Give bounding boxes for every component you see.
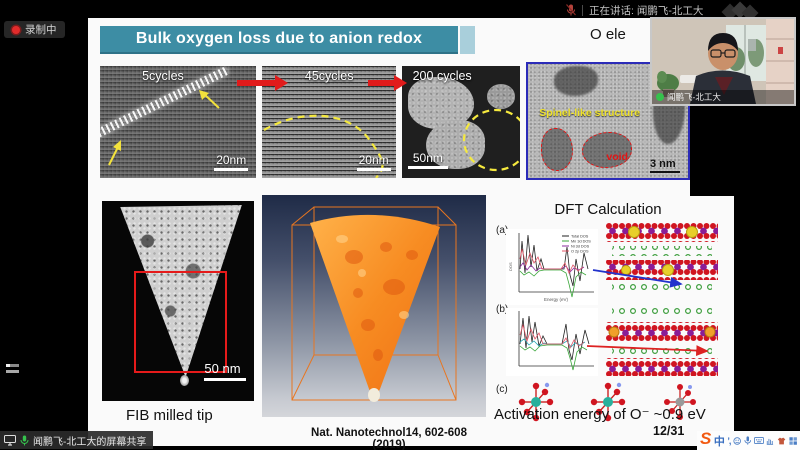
yellow-arrow-icon — [107, 140, 121, 166]
slide-page-number: 12/31 — [653, 424, 685, 438]
legend-mn-dos: Mn 3d DOS — [571, 240, 591, 244]
red-box-outline — [133, 271, 227, 373]
speaking-label: 正在讲话: 闻鹏飞-北工大 — [589, 4, 704, 17]
dos-plot-b — [506, 308, 598, 376]
scale-bar: 50nm — [407, 151, 448, 170]
legend-o-dos: O 2p DOS — [571, 250, 589, 254]
red-arrow-icon — [237, 75, 288, 91]
red-arrow-icon — [368, 75, 407, 91]
person-hair — [708, 33, 738, 51]
dos-ylabel: DOS — [508, 262, 513, 271]
ime-handwriting-icon[interactable] — [766, 436, 774, 446]
banner-accent-square — [460, 26, 475, 54]
tomography-3d-image — [262, 195, 486, 417]
cycle-label: 5cycles — [142, 69, 184, 84]
divider — [582, 4, 583, 16]
ime-skin-icon[interactable] — [777, 436, 786, 446]
scale-label: 20nm — [358, 153, 389, 168]
cycle-label: 45cycles — [304, 69, 354, 84]
crystal-structure-b — [606, 308, 718, 376]
speaking-status: 正在讲话: 闻鹏飞-北工大 — [566, 3, 703, 17]
yellow-arrow-icon — [198, 90, 220, 110]
dark-region — [553, 66, 599, 96]
panel-label-a: (a) — [496, 225, 509, 236]
glasses — [710, 49, 736, 58]
tip-particle — [179, 375, 189, 386]
recording-indicator[interactable]: 录制中 — [4, 21, 65, 38]
legend-ni-dos: Ni 3d DOS — [571, 245, 590, 249]
dos-xlabel: Energy (eV) — [544, 297, 569, 302]
ime-punctuation-icon[interactable]: ’, — [727, 435, 731, 446]
ime-toolbar: S 中 ’, — [697, 429, 800, 450]
slide-title-banner: Bulk oxygen loss due to anion redox — [100, 26, 475, 54]
dft-title: DFT Calculation — [554, 201, 662, 218]
ime-voice-icon[interactable] — [744, 435, 752, 446]
reconstructed-cone — [310, 214, 440, 395]
tem-image-200cycles: 200 cycles 50nm — [402, 66, 520, 178]
ime-language-toggle[interactable]: 中 — [713, 435, 725, 448]
cone-tip — [368, 388, 380, 402]
slide-corner-text: O ele — [590, 26, 626, 43]
monitor-icon — [4, 434, 16, 446]
scale-label: 50 nm — [204, 360, 241, 376]
webcam-name-bar: 闻鹏飞-北工大 — [652, 90, 794, 104]
webcam-scene — [652, 19, 794, 104]
page-title: Bulk oxygen loss due to anion redox — [100, 26, 458, 54]
webcam-name-label: 闻鹏飞-北工大 — [667, 92, 721, 102]
mic-active-icon — [656, 93, 664, 101]
particle-blob — [486, 83, 516, 109]
ime-emoji-icon[interactable] — [733, 436, 741, 446]
scale-bar: 20nm — [356, 153, 391, 172]
spinel-label: Spinel-like structure — [539, 107, 641, 120]
sogou-logo-icon[interactable]: S — [700, 429, 712, 448]
scale-bar: 20nm — [214, 153, 249, 172]
panel-label-b: (b) — [496, 304, 509, 315]
screen-share-indicator[interactable]: 闻鹏飞-北工大的屏幕共享 — [0, 431, 154, 449]
fib-caption: FIB milled tip — [126, 407, 213, 424]
cycle-label: 200 cycles — [412, 69, 472, 84]
yellow-dashed-circle — [462, 108, 520, 171]
scale-label: 20nm — [216, 153, 247, 168]
dos-plot-a: DOS Energy (eV) Total DOS Mn 3d DOS Ni 3… — [506, 229, 598, 305]
particle-blob — [407, 77, 474, 129]
recording-label: 录制中 — [25, 24, 57, 36]
share-label: 闻鹏飞-北工大的屏幕共享 — [33, 436, 147, 448]
muted-mic-icon — [566, 4, 576, 16]
mic-green-icon — [20, 435, 29, 445]
ime-keyboard-icon[interactable] — [753, 436, 764, 445]
scale-bar: 50 nm — [204, 360, 247, 381]
tem-image-5cycles: 5cycles 20nm — [100, 66, 256, 178]
void-label: void — [606, 150, 628, 163]
menu-icon[interactable] — [6, 364, 19, 376]
scale-bar: 3 nm — [650, 158, 680, 174]
particle-blob — [425, 119, 485, 170]
yellow-dashed-boundary — [263, 114, 384, 178]
octahedron-diagram — [590, 382, 626, 422]
annotation-arrows — [586, 269, 709, 356]
webcam-video[interactable]: 闻鹏飞-北工大 — [650, 17, 796, 106]
scale-label: 3 nm — [650, 157, 676, 170]
octahedron-diagram — [518, 382, 554, 422]
fib-tip-image: 50 nm — [102, 201, 254, 401]
octahedron-diagram — [664, 384, 696, 420]
shared-slide: Bulk oxygen loss due to anion redox O el… — [88, 18, 734, 450]
crystal-structure-a — [606, 222, 718, 294]
panel-label-c: (c) — [496, 384, 508, 395]
ime-toolbox-icon[interactable] — [789, 436, 797, 446]
activation-energy-text: Activation energy of O⁻ ~0.9 eV — [494, 406, 706, 423]
void-outline — [582, 132, 632, 168]
legend-total-dos: Total DOS — [571, 235, 589, 239]
record-icon — [12, 25, 20, 34]
scale-label: 50nm — [412, 151, 443, 166]
citation-text: Nat. Nanotechnol14, 602-608 (2019) — [311, 427, 467, 450]
void-outline — [540, 127, 573, 172]
